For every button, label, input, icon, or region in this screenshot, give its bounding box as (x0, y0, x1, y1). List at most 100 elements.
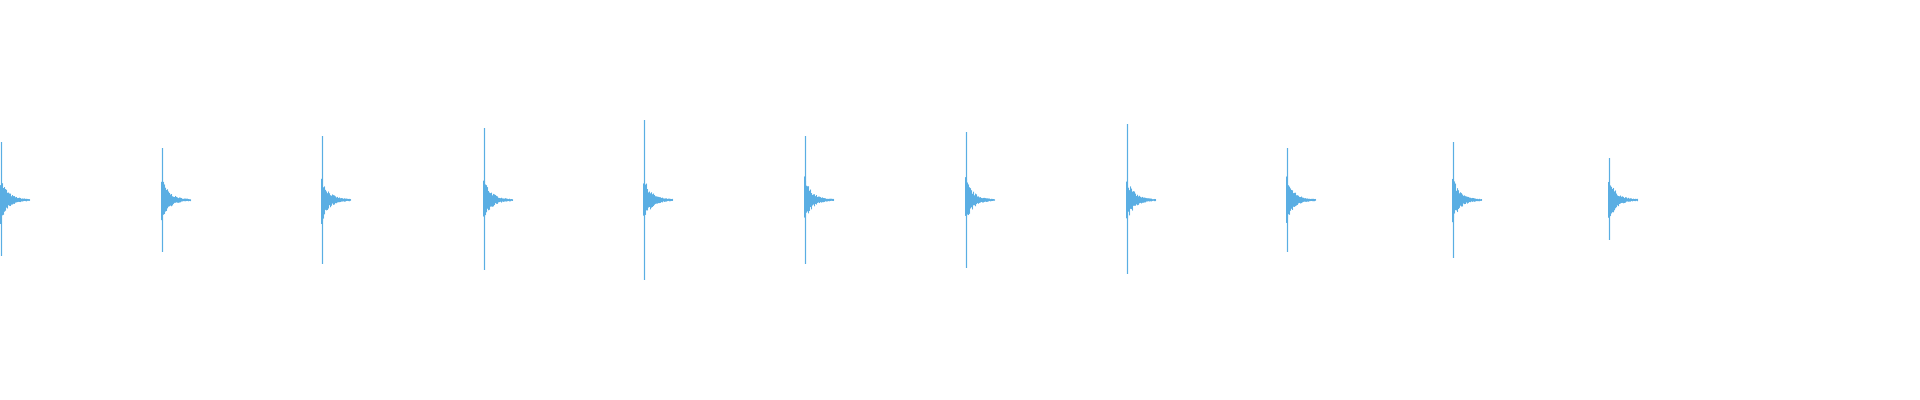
waveform-sample (981, 197, 983, 203)
waveform-sample (186, 198, 188, 202)
waveform-sample (646, 183, 648, 211)
waveform-sample (512, 199, 514, 201)
waveform-sample (1303, 197, 1305, 202)
waveform-sample (509, 198, 511, 202)
waveform-sample (503, 198, 505, 202)
waveform-sample (190, 199, 192, 202)
waveform-sample (1612, 188, 1614, 213)
waveform-sample (833, 198, 835, 202)
waveform-sample (1290, 188, 1292, 211)
waveform-sample (28, 199, 30, 201)
waveform-sample (505, 198, 507, 202)
waveform-sample (1310, 198, 1312, 202)
waveform-sample (663, 198, 665, 202)
waveform-sample (651, 192, 653, 208)
waveform-sample (189, 199, 191, 201)
waveform-sample (966, 179, 968, 218)
waveform-sample (993, 199, 995, 201)
waveform-sample (989, 198, 991, 202)
waveform-sample (1128, 187, 1130, 212)
waveform-sample (18, 197, 20, 202)
waveform-sample (321, 178, 323, 225)
waveform-sample (1465, 196, 1467, 204)
waveform-sample (1630, 198, 1632, 202)
waveform-sample (494, 194, 496, 206)
waveform-sample (969, 187, 971, 214)
waveform-sample (17, 198, 19, 203)
waveform-sample (1309, 198, 1311, 202)
waveform-sample (176, 196, 178, 203)
waveform-sample (661, 197, 663, 203)
waveform-sample (1637, 198, 1639, 202)
waveform-sample (342, 198, 344, 202)
waveform-sample (1611, 186, 1613, 214)
waveform-sample (169, 192, 171, 207)
waveform-sample (659, 197, 661, 204)
waveform-sample (1306, 198, 1308, 202)
waveform-sample (829, 198, 831, 202)
waveform-sample (22, 198, 24, 202)
waveform-sample (1618, 195, 1620, 207)
waveform-sample (1626, 197, 1628, 202)
waveform-sample (649, 191, 651, 207)
waveform-sample (1298, 195, 1300, 204)
waveform-sample (973, 191, 975, 206)
waveform-sample (19, 197, 21, 202)
waveform-sample (1463, 195, 1465, 204)
waveform-sample (644, 184, 646, 219)
waveform-sample (812, 194, 814, 206)
waveform-sample (978, 196, 980, 204)
waveform-sample (324, 186, 326, 215)
waveform-sample (335, 196, 337, 204)
waveform-sample (670, 198, 672, 202)
waveform-sample (1632, 198, 1634, 202)
waveform-sample (332, 194, 334, 204)
waveform-sample (4, 187, 6, 212)
waveform-sample (1135, 193, 1137, 206)
waveform-sample (1633, 198, 1635, 201)
waveform-sample (1289, 186, 1291, 215)
waveform-sample (1466, 196, 1468, 203)
waveform-sample (1287, 185, 1289, 218)
waveform-sample (823, 198, 825, 203)
click-transient (483, 128, 514, 270)
waveform-sample (177, 197, 179, 203)
waveform-sample (1464, 195, 1466, 205)
waveform-sample (323, 187, 325, 219)
waveform-sample (647, 189, 649, 211)
waveform-sample (491, 192, 493, 207)
waveform-sample (1625, 197, 1627, 203)
waveform-sample (485, 184, 487, 216)
waveform-sample (968, 184, 970, 216)
waveform-sample (818, 196, 820, 203)
waveform-sample (807, 186, 809, 212)
waveform-sample (497, 196, 499, 204)
waveform-sample (488, 190, 490, 211)
waveform-sample (1153, 199, 1155, 201)
waveform-sample (813, 194, 815, 205)
waveform-sample (1152, 199, 1154, 201)
waveform-sample (650, 193, 652, 210)
waveform-sample (830, 198, 832, 201)
waveform-sample (1455, 183, 1457, 211)
waveform-sample (658, 196, 660, 204)
click-transient (643, 120, 674, 280)
waveform-sample (1634, 199, 1636, 202)
waveform-sample (1294, 192, 1296, 207)
waveform-sample (1295, 192, 1297, 207)
waveform-sample (982, 198, 984, 203)
waveform-sample (1471, 198, 1473, 202)
waveform-sample (1476, 198, 1478, 202)
waveform-sample (1462, 194, 1464, 207)
waveform-sample (20, 198, 22, 203)
waveform-sample (1308, 198, 1310, 202)
waveform-sample (1477, 198, 1479, 202)
waveform-sample (990, 199, 992, 202)
waveform-sample (14, 196, 16, 204)
waveform-sample (1302, 197, 1304, 203)
waveform-sample (828, 198, 830, 202)
waveform-sample (1312, 198, 1314, 202)
waveform-sample (1454, 181, 1456, 214)
waveform-sample (1616, 193, 1618, 208)
